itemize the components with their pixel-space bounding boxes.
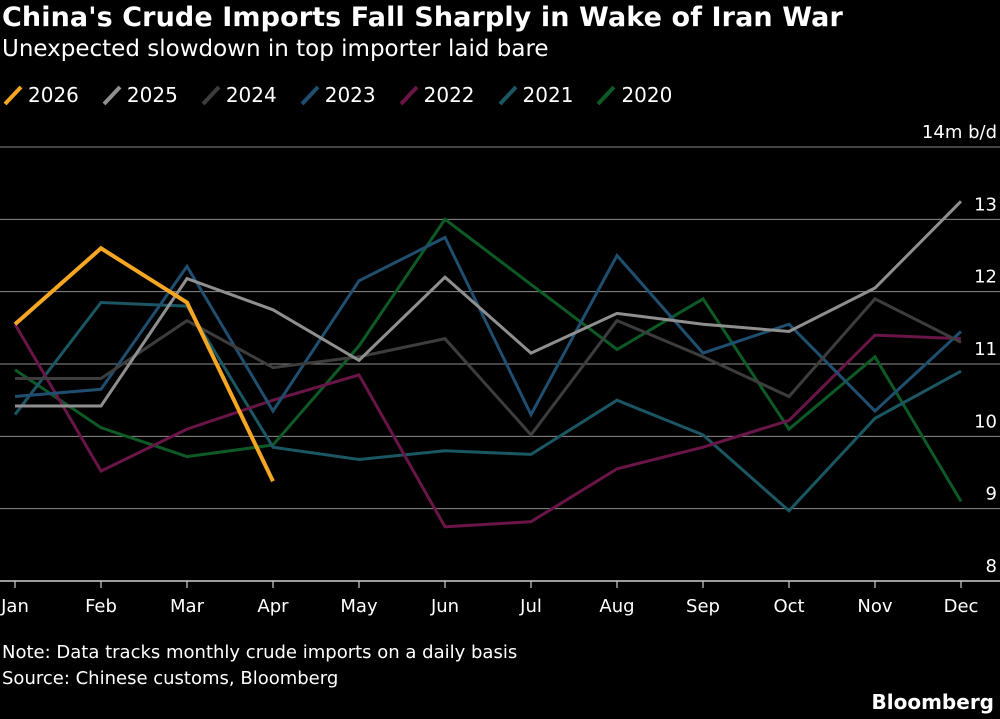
legend-swatch-2022: [399, 85, 419, 106]
legend-label-2022: 2022: [423, 83, 475, 107]
x-tick-label-Apr: Apr: [257, 596, 289, 617]
chart-title: China's Crude Imports Fall Sharply in Wa…: [2, 2, 843, 33]
x-tick-label-Mar: Mar: [170, 596, 205, 617]
legend-swatch-2026: [3, 85, 23, 106]
legend-item-2022: 2022: [396, 82, 475, 108]
legend-swatch-2024: [201, 85, 221, 106]
x-tick-label-Jan: Jan: [0, 596, 29, 617]
legend-swatch-2020: [596, 85, 616, 106]
legend-label-2024: 2024: [225, 83, 277, 107]
legend-item-2020: 2020: [593, 82, 672, 108]
y-tick-label-9: 9: [986, 484, 997, 505]
brand-logo: Bloomberg: [871, 690, 994, 714]
legend-item-2021: 2021: [495, 82, 574, 108]
legend-label-2026: 2026: [28, 83, 79, 107]
legend-swatch-2023: [300, 85, 320, 106]
x-tick-label-Aug: Aug: [599, 596, 634, 617]
x-tick-label-Oct: Oct: [773, 596, 804, 617]
y-tick-label-10: 10: [974, 411, 997, 432]
series-line-2025: [15, 200, 963, 408]
y-tick-label-8: 8: [986, 556, 997, 577]
x-tick-label-Jun: Jun: [430, 596, 459, 617]
series-line-2020: [14, 217, 963, 503]
x-tick-label-Dec: Dec: [944, 596, 979, 617]
legend-label-2025: 2025: [126, 83, 178, 107]
chart-subtitle: Unexpected slowdown in top importer laid…: [2, 36, 549, 62]
y-tick-label-13: 13: [974, 194, 997, 215]
x-tick-label-May: May: [340, 596, 378, 617]
y-tick-label-11: 11: [974, 339, 997, 360]
chart-note: Note: Data tracks monthly crude imports …: [2, 642, 518, 663]
series-line-2022: [13, 323, 962, 529]
series-line-2026: [13, 245, 275, 483]
x-tick-label-Feb: Feb: [85, 596, 117, 617]
series-line-2024: [15, 297, 962, 438]
legend-swatch-2021: [498, 85, 517, 106]
series-line-2021: [13, 300, 962, 513]
legend-label-2021: 2021: [522, 83, 574, 107]
legend-swatch-2025: [102, 85, 122, 106]
legend-label-2023: 2023: [324, 83, 376, 107]
legend-item-2023: 2023: [297, 82, 376, 108]
x-tick-label-Sep: Sep: [686, 596, 720, 617]
chart-legend: 2026 2025 2024 2023 2022 2021 2020: [0, 82, 692, 108]
legend-item-2024: 2024: [198, 82, 277, 108]
y-tick-label-14: 14m b/d: [922, 122, 997, 143]
y-tick-label-12: 12: [974, 267, 997, 288]
chart-source: Source: Chinese customs, Bloomberg: [2, 668, 339, 689]
legend-item-2026: 2026: [0, 82, 79, 108]
legend-item-2025: 2025: [99, 82, 178, 108]
x-tick-label-Nov: Nov: [857, 596, 892, 617]
x-tick-label-Jul: Jul: [519, 596, 542, 617]
legend-label-2020: 2020: [621, 83, 673, 107]
series-line-2023: [14, 235, 963, 418]
